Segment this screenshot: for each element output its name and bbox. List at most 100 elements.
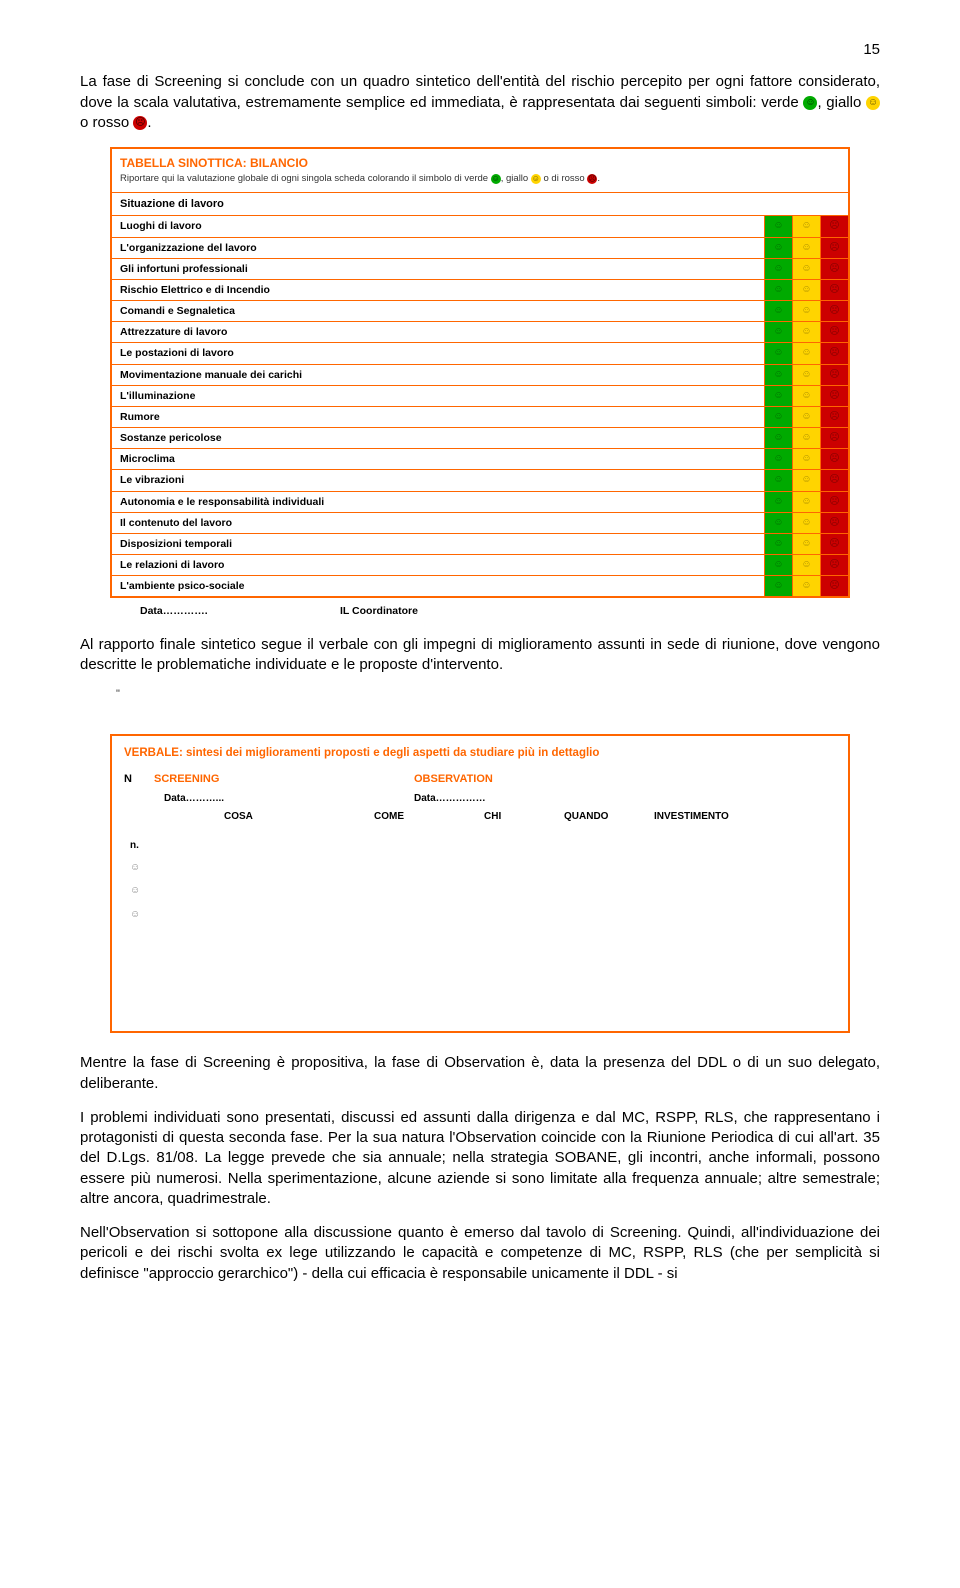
row-label: L'illuminazione — [112, 386, 764, 406]
paragraph-3: Mentre la fase di Screening è propositiv… — [80, 1053, 880, 1094]
table-row: Attrezzature di lavoro☺☺☹ — [112, 322, 848, 343]
rating-cell: ☺ — [792, 534, 820, 554]
rating-cell: ☺ — [792, 449, 820, 469]
rating-cell: ☺ — [764, 238, 792, 258]
smile-red-icon: ☹ — [587, 174, 597, 184]
table-row: Gli infortuni professionali☺☺☹ — [112, 259, 848, 280]
rating-cell: ☹ — [820, 216, 848, 236]
table-row: Movimentazione manuale dei carichi☺☺☹ — [112, 365, 848, 386]
paragraph-1: La fase di Screening si conclude con un … — [80, 72, 880, 133]
rating-cell: ☹ — [820, 513, 848, 533]
rating-cell: ☺ — [792, 259, 820, 279]
page-number: 15 — [80, 40, 880, 60]
row-label: Autonomia e le responsabilità individual… — [112, 492, 764, 512]
row-label: L'organizzazione del lavoro — [112, 238, 764, 258]
table-title: TABELLA SINOTTICA: BILANCIO — [112, 149, 848, 173]
verbale-box: VERBALE: sintesi dei miglioramenti propo… — [110, 734, 850, 1033]
verbale-screening: SCREENING — [154, 772, 414, 787]
table-row: Microclima☺☺☹ — [112, 449, 848, 470]
rating-cell: ☺ — [764, 428, 792, 448]
table-rows: Luoghi di lavoro☺☺☹L'organizzazione del … — [112, 216, 848, 596]
rating-cell: ☹ — [820, 407, 848, 427]
smile-green-icon: ☺ — [491, 174, 501, 184]
rating-cell: ☺ — [764, 322, 792, 342]
rating-cell: ☺ — [792, 322, 820, 342]
rating-cell: ☺ — [764, 365, 792, 385]
verbale-n: N — [124, 772, 154, 787]
row-label: L'ambiente psico-sociale — [112, 576, 764, 596]
rating-cell: ☹ — [820, 386, 848, 406]
verbale-head-row: COSA COME CHI QUANDO INVESTIMENTO — [124, 810, 836, 824]
sig-data: Data…………. — [140, 604, 340, 618]
face-mark-3: ☺ — [130, 908, 836, 922]
para1-text-d: . — [147, 114, 151, 131]
rating-cell: ☺ — [792, 238, 820, 258]
rating-cell: ☺ — [764, 492, 792, 512]
verbale-title: VERBALE: sintesi dei miglioramenti propo… — [124, 746, 836, 762]
col-cosa: COSA — [224, 810, 374, 824]
rating-cell: ☹ — [820, 492, 848, 512]
smile-green-icon: ☺ — [803, 96, 817, 110]
paragraph-2: Al rapporto finale sintetico segue il ve… — [80, 635, 880, 676]
row-label: Movimentazione manuale dei carichi — [112, 365, 764, 385]
table-row: Rumore☺☺☹ — [112, 407, 848, 428]
rating-cell: ☺ — [764, 407, 792, 427]
row-label: Microclima — [112, 449, 764, 469]
verbale-date-row: Data………... Data…………… — [124, 792, 836, 806]
col-investimento: INVESTIMENTO — [654, 810, 729, 824]
row-label: Luoghi di lavoro — [112, 216, 764, 236]
smile-yellow-icon: ☺ — [866, 96, 880, 110]
rating-cell: ☹ — [820, 343, 848, 363]
rating-cell: ☺ — [764, 576, 792, 596]
paragraph-4: I problemi individuati sono presentati, … — [80, 1108, 880, 1209]
rating-cell: ☺ — [792, 492, 820, 512]
sub-b: , giallo — [501, 173, 531, 184]
rating-cell: ☺ — [792, 280, 820, 300]
rating-cell: ☹ — [820, 365, 848, 385]
face-mark-2: ☺ — [130, 884, 836, 898]
row-label: Le relazioni di lavoro — [112, 555, 764, 575]
rating-cell: ☺ — [764, 513, 792, 533]
rating-cell: ☹ — [820, 322, 848, 342]
rating-cell: ☺ — [792, 470, 820, 490]
table-row: Disposizioni temporali☺☺☹ — [112, 534, 848, 555]
table-row: Autonomia e le responsabilità individual… — [112, 492, 848, 513]
rating-cell: ☺ — [764, 470, 792, 490]
face-mark-1: ☺ — [130, 861, 836, 875]
para1-text-b: , giallo — [817, 94, 866, 111]
rating-cell: ☺ — [792, 407, 820, 427]
rating-cell: ☹ — [820, 534, 848, 554]
rating-cell: ☺ — [792, 343, 820, 363]
rating-cell: ☺ — [792, 386, 820, 406]
rating-cell: ☺ — [764, 301, 792, 321]
verbale-n-label: n. — [130, 839, 836, 853]
rating-cell: ☹ — [820, 428, 848, 448]
rating-cell: ☺ — [764, 343, 792, 363]
rating-cell: ☺ — [792, 576, 820, 596]
rating-cell: ☹ — [820, 449, 848, 469]
sub-d: . — [597, 173, 600, 184]
verbale-phase-row: N SCREENING OBSERVATION — [124, 772, 836, 787]
table-subtitle: Riportare qui la valutazione globale di … — [112, 173, 848, 192]
rating-cell: ☹ — [820, 555, 848, 575]
table-row: Rischio Elettrico e di Incendio☺☺☹ — [112, 280, 848, 301]
rating-cell: ☹ — [820, 238, 848, 258]
table-row: Il contenuto del lavoro☺☺☹ — [112, 513, 848, 534]
sub-c: o di rosso — [541, 173, 587, 184]
rating-cell: ☺ — [764, 534, 792, 554]
paragraph-5: Nell'Observation si sottopone alla discu… — [80, 1223, 880, 1284]
table-row: L'ambiente psico-sociale☺☺☹ — [112, 576, 848, 596]
rating-cell: ☺ — [792, 216, 820, 236]
bilancio-table: TABELLA SINOTTICA: BILANCIO Riportare qu… — [110, 147, 850, 598]
row-label: Rischio Elettrico e di Incendio — [112, 280, 764, 300]
col-quando: QUANDO — [564, 810, 654, 824]
verbale-date1: Data………... — [164, 792, 414, 806]
para1-text-a: La fase di Screening si conclude con un … — [80, 73, 880, 110]
rating-cell: ☺ — [764, 386, 792, 406]
rating-cell: ☺ — [792, 428, 820, 448]
table-row: Le postazioni di lavoro☺☺☹ — [112, 343, 848, 364]
rating-cell: ☺ — [764, 280, 792, 300]
table-row: L'organizzazione del lavoro☺☺☹ — [112, 238, 848, 259]
quote-mark: " — [116, 687, 880, 702]
rating-cell: ☹ — [820, 576, 848, 596]
